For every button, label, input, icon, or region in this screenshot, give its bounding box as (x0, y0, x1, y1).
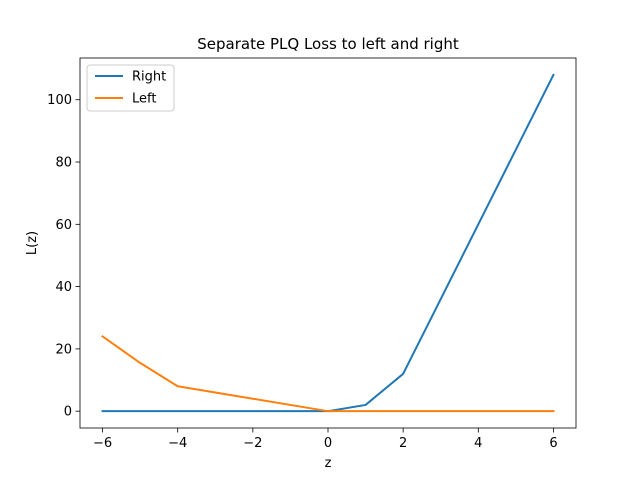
legend-label-left: Left (132, 92, 156, 107)
x-tick-label: 6 (549, 436, 557, 451)
y-axis-label: L(z) (25, 231, 40, 255)
y-tick-label: 0 (64, 405, 72, 420)
x-axis-ticks: −6 −4 −2 0 2 4 6 (93, 428, 558, 451)
legend: Right Left (86, 64, 175, 112)
y-axis-ticks: 0 20 40 60 80 100 (47, 93, 80, 420)
x-tick-label: −2 (243, 436, 262, 451)
y-tick-label: 60 (55, 218, 72, 233)
x-axis-label: z (325, 456, 332, 471)
y-tick-label: 100 (47, 93, 72, 108)
y-tick-label: 40 (55, 280, 72, 295)
y-tick-label: 20 (55, 342, 72, 357)
x-tick-label: 4 (474, 436, 482, 451)
series-layer (101, 73, 555, 413)
x-tick-label: −6 (93, 436, 112, 451)
series-line-left (101, 335, 555, 413)
x-tick-label: −4 (168, 436, 187, 451)
x-tick-label: 0 (324, 436, 332, 451)
x-tick-label: 2 (399, 436, 407, 451)
legend-label-right: Right (132, 70, 166, 85)
chart-title: Separate PLQ Loss to left and right (197, 35, 459, 53)
y-tick-label: 80 (55, 156, 72, 171)
